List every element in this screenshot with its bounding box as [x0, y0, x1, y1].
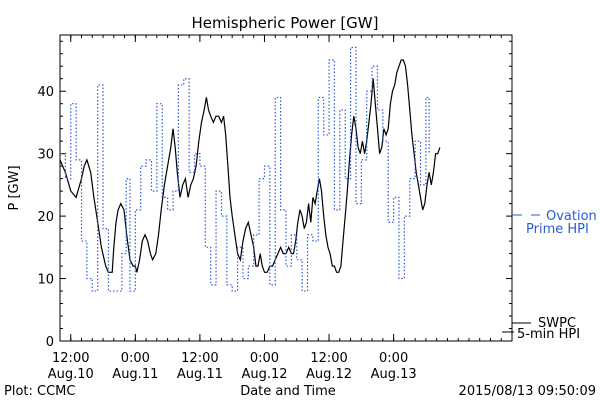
- x-tick-label-time: 12:00: [52, 351, 89, 366]
- x-tick-label-date: Aug.11: [177, 367, 223, 382]
- y-axis-label: P [GW]: [7, 165, 22, 210]
- x-tick-label-date: Aug.13: [371, 367, 417, 382]
- x-tick-label-date: Aug.10: [48, 367, 94, 382]
- x-tick-label-date: Aug.12: [241, 367, 287, 382]
- plot-frame: [59, 34, 513, 342]
- y-tick-label: 30: [37, 148, 54, 163]
- x-tick-label-time: 12:00: [310, 351, 347, 366]
- series-layer: [59, 46, 441, 292]
- x-tick-label-time: 12:00: [181, 351, 218, 366]
- chart-title: Hemispheric Power [GW]: [192, 14, 379, 32]
- footer-left: Plot: CCMC: [4, 384, 75, 399]
- y-tick-label: 40: [37, 85, 54, 100]
- x-tick-label-time: 0:00: [121, 351, 150, 366]
- y-tick-label: 20: [37, 210, 54, 225]
- x-tick-label-date: Aug.11: [112, 367, 158, 382]
- legend-ovation-line2: Prime HPI: [526, 222, 589, 237]
- x-tick-label-time: 0:00: [250, 351, 279, 366]
- legend-swpc-line2: 5-min HPI: [517, 327, 580, 342]
- x-tick-label-time: 0:00: [379, 351, 408, 366]
- y-tick-label: 10: [37, 273, 54, 288]
- y-tick-label: 0: [46, 335, 54, 350]
- y-ticks: 0 10 20 30 40: [37, 40, 512, 350]
- x-ticks: 12:00Aug.100:00Aug.1112:00Aug.110:00Aug.…: [48, 35, 513, 382]
- x-axis-label: Date and Time: [240, 384, 336, 399]
- footer-right: 2015/08/13 09:50:09: [459, 384, 596, 399]
- legend-ovation-line1: Ovation: [546, 209, 597, 224]
- series-ovation-prime-line: [60, 46, 430, 292]
- series-swpc-line: [59, 59, 441, 273]
- x-tick-label-date: Aug.12: [306, 367, 352, 382]
- legend-swpc-line1: SWPC: [538, 316, 576, 331]
